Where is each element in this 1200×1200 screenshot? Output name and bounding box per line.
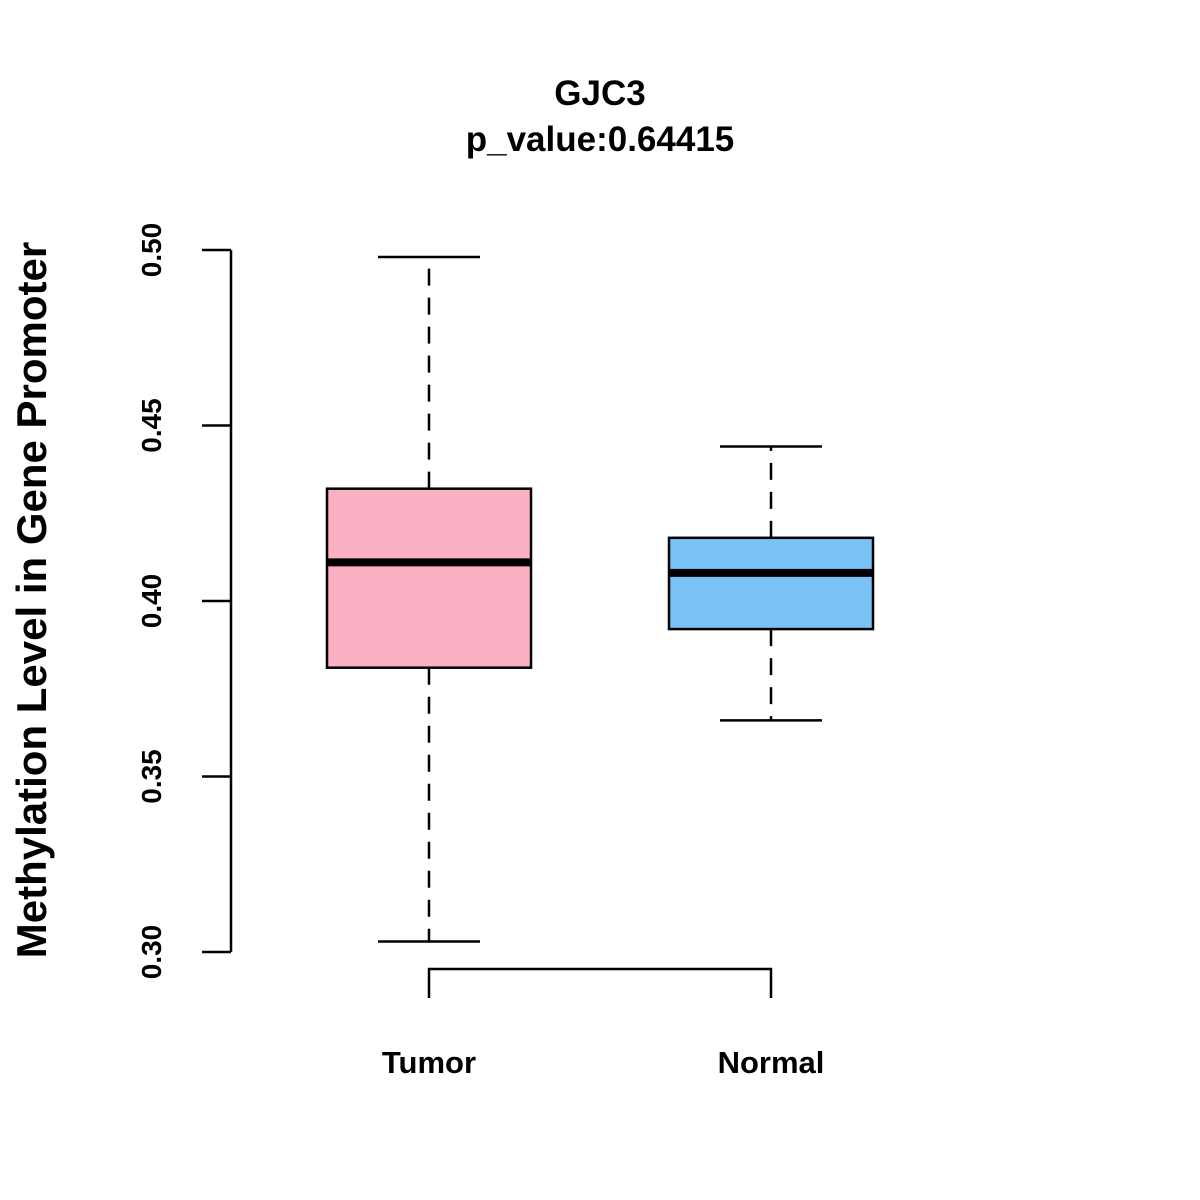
- comparison-bracket: [427, 967, 773, 998]
- y-axis-label: Methylation Level in Gene Promoter: [8, 242, 55, 958]
- chart-title: GJC3: [554, 74, 645, 113]
- y-tick-label: 0.30: [136, 925, 167, 980]
- y-tick-label: 0.50: [136, 223, 167, 278]
- category-label: Tumor: [382, 1045, 476, 1080]
- plot-area: 0.30 0.35 0.40 0.45 0.50 Tumor Normal: [136, 223, 875, 1080]
- y-tick-label: 0.45: [136, 398, 167, 453]
- chart-subtitle: p_value:0.64415: [466, 120, 735, 159]
- y-tick-label: 0.40: [136, 574, 167, 629]
- box-iqr: [667, 536, 875, 631]
- box-iqr: [325, 487, 533, 669]
- y-tick-label: 0.35: [136, 749, 167, 804]
- category-label: Normal: [718, 1045, 825, 1080]
